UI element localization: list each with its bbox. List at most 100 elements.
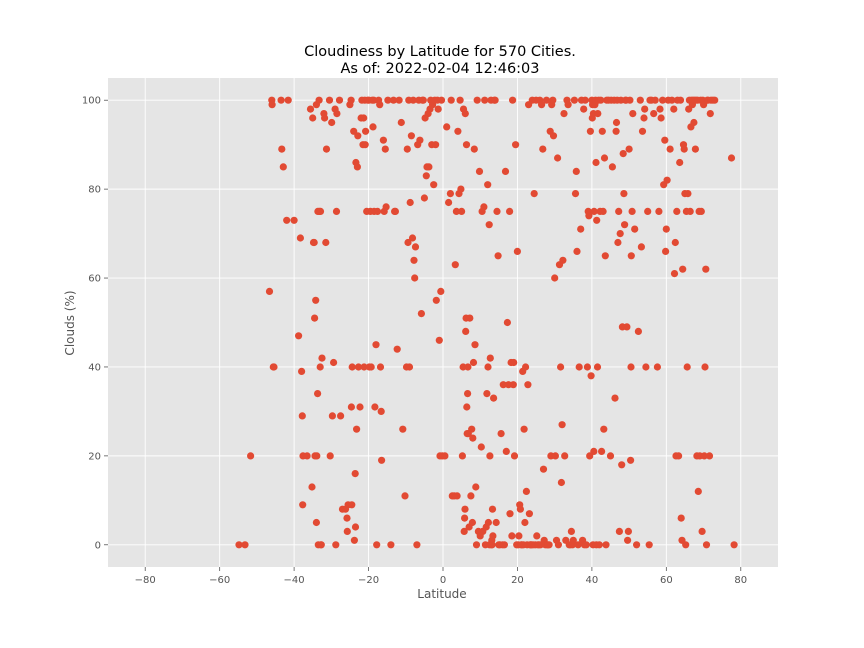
data-point: [473, 96, 481, 104]
data-point: [483, 390, 491, 398]
data-point: [471, 341, 479, 349]
data-point: [593, 216, 601, 224]
data-point: [641, 105, 649, 113]
data-point: [335, 96, 344, 104]
data-point: [663, 176, 671, 184]
data-point: [642, 363, 650, 371]
data-point: [673, 207, 681, 215]
data-point: [353, 163, 361, 171]
data-point: [626, 96, 634, 104]
data-point: [360, 114, 368, 122]
data-point: [420, 194, 428, 202]
data-point: [700, 452, 708, 460]
data-point: [638, 127, 647, 135]
data-point: [457, 185, 465, 193]
data-point: [466, 314, 474, 322]
data-point: [705, 452, 714, 460]
data-point: [430, 181, 438, 189]
data-point: [367, 363, 375, 371]
data-point: [497, 430, 505, 438]
data-point: [416, 136, 424, 144]
data-point: [661, 136, 669, 144]
data-point: [608, 163, 617, 171]
x-axis-label: Latitude: [417, 587, 466, 601]
data-point: [393, 345, 401, 353]
data-point: [680, 145, 688, 153]
data-point: [670, 105, 678, 113]
data-point: [577, 225, 585, 233]
data-point: [468, 518, 476, 527]
data-point: [432, 141, 440, 149]
data-point: [602, 541, 610, 549]
data-point: [454, 127, 462, 135]
data-point: [679, 265, 687, 273]
data-point: [493, 207, 501, 215]
data-point: [651, 96, 659, 104]
data-point: [508, 532, 516, 540]
x-axis-ticks: −80 −60 −40 −20 0 20 40 60 80: [135, 567, 747, 586]
data-point: [551, 274, 559, 282]
data-point: [360, 363, 368, 371]
data-point: [435, 336, 443, 344]
data-point: [499, 381, 507, 389]
data-point: [381, 145, 389, 153]
data-point: [373, 207, 382, 215]
data-point: [417, 310, 425, 318]
data-point: [325, 96, 334, 104]
data-point: [356, 403, 364, 411]
data-point: [411, 243, 420, 251]
data-point: [468, 425, 476, 433]
data-point: [624, 527, 633, 536]
data-point: [284, 96, 292, 104]
data-point: [467, 492, 475, 500]
data-point: [464, 363, 472, 371]
data-point: [655, 207, 663, 215]
data-point: [330, 358, 338, 367]
data-point: [298, 412, 306, 420]
data-point: [521, 518, 529, 527]
data-point: [384, 96, 392, 104]
data-point: [399, 425, 407, 433]
y-tick-label: 0: [95, 540, 101, 551]
data-point: [410, 256, 418, 264]
data-point: [730, 541, 738, 549]
x-tick-label: 60: [660, 575, 673, 586]
data-point: [606, 452, 615, 460]
data-point: [506, 207, 514, 215]
x-tick-label: 40: [586, 575, 599, 586]
data-point: [441, 452, 449, 460]
data-point: [452, 207, 460, 215]
data-point: [653, 363, 662, 371]
data-point: [620, 190, 628, 198]
data-point: [333, 110, 341, 118]
data-point: [453, 492, 461, 500]
data-point: [247, 452, 255, 460]
data-point: [702, 541, 711, 549]
data-point: [627, 363, 635, 371]
data-point: [634, 327, 643, 335]
data-point: [463, 403, 471, 411]
data-point: [500, 541, 508, 549]
data-point: [322, 238, 330, 247]
data-point: [470, 145, 478, 153]
data-point: [299, 501, 307, 509]
x-tick-label: 20: [511, 575, 524, 586]
data-point: [353, 425, 361, 433]
data-point: [670, 270, 679, 278]
x-tick-label: −80: [135, 575, 156, 586]
data-point: [583, 363, 592, 371]
data-point: [317, 541, 325, 549]
data-point: [477, 443, 485, 451]
data-point: [347, 96, 355, 104]
data-point: [337, 412, 345, 420]
data-point: [598, 127, 606, 135]
data-point: [666, 145, 674, 153]
data-point: [461, 514, 469, 522]
data-point: [554, 154, 562, 162]
data-point: [690, 118, 698, 127]
data-point: [644, 207, 652, 215]
data-point: [598, 447, 606, 455]
data-point: [377, 407, 385, 415]
data-point: [460, 527, 468, 536]
